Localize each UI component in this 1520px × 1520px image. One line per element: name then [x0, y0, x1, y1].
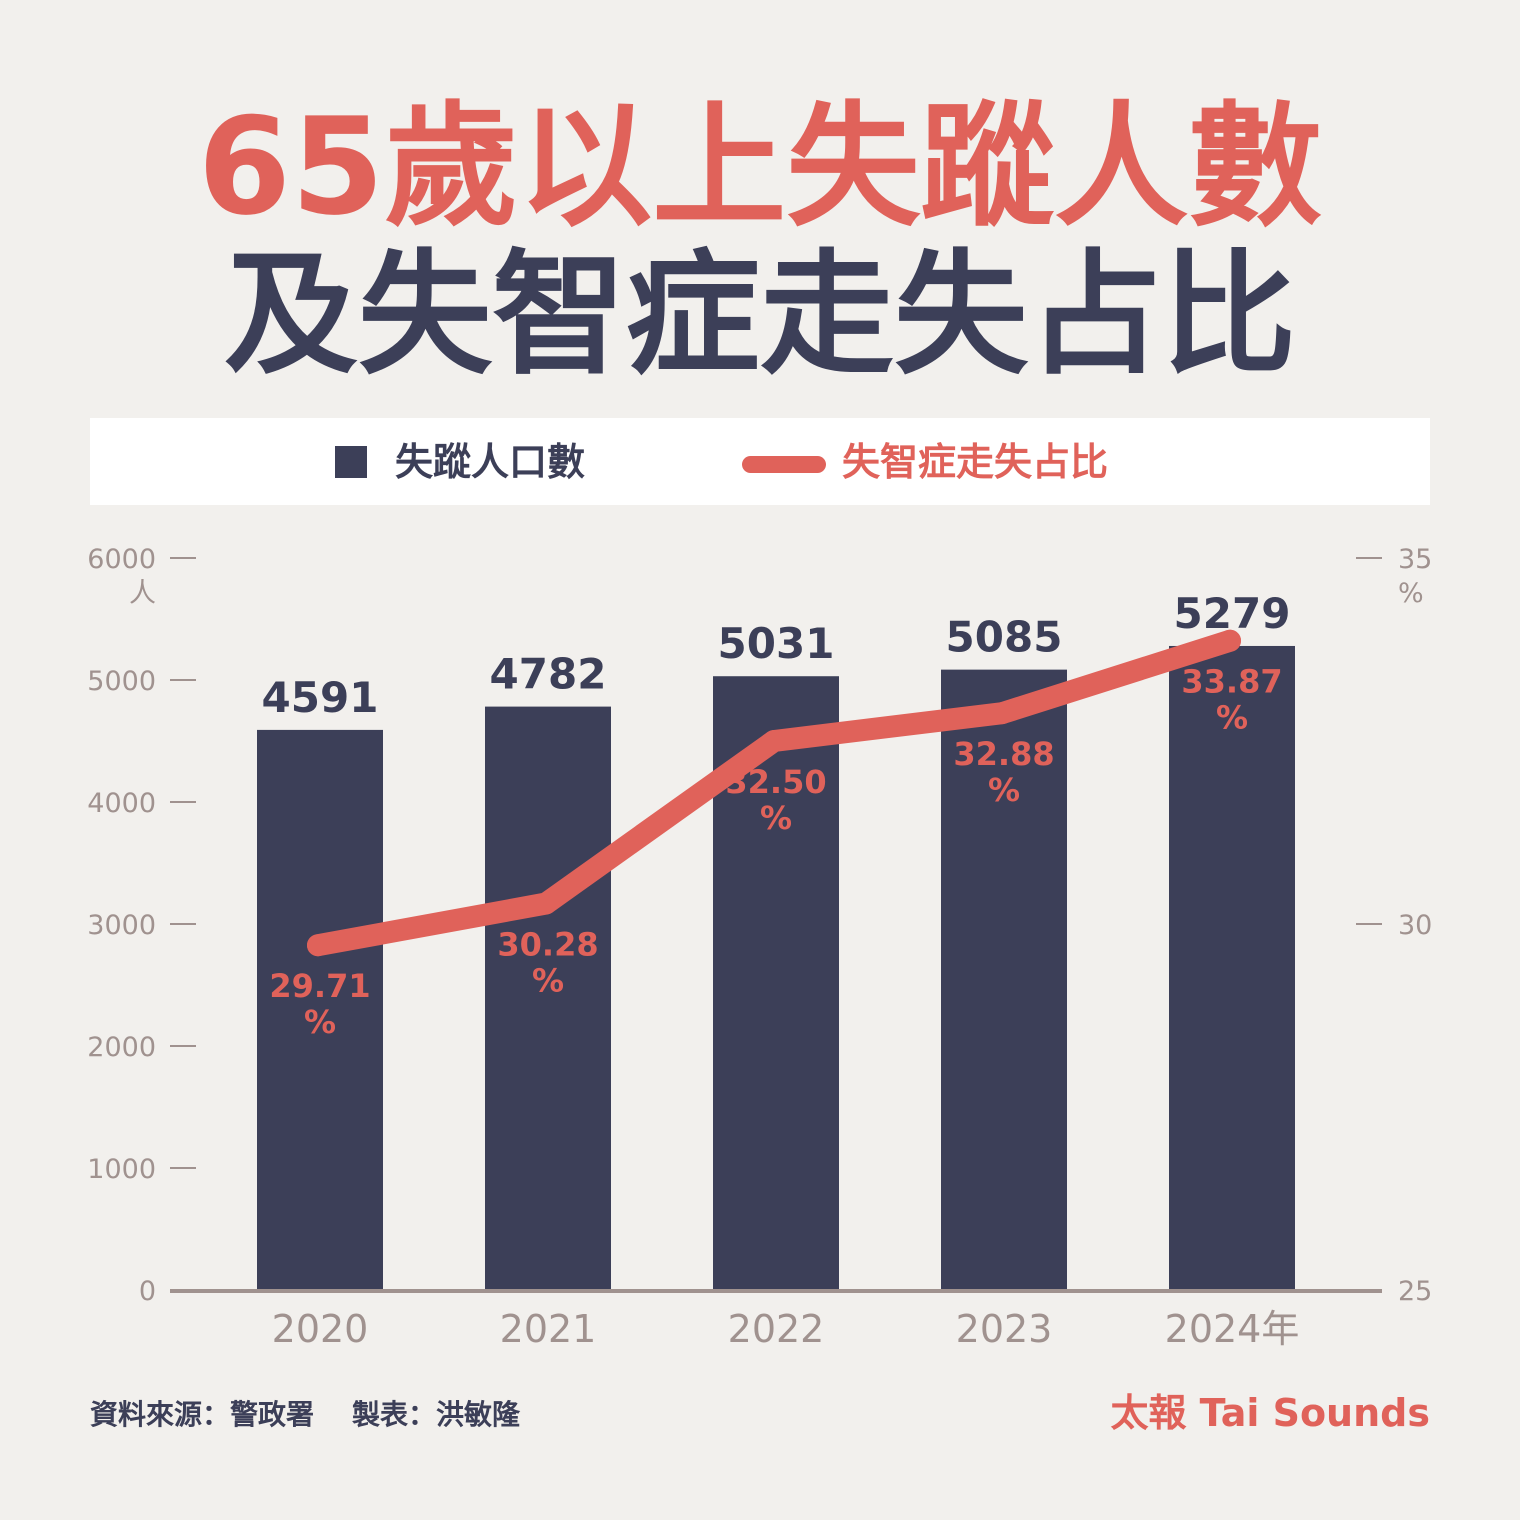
left-axis-unit: 人 — [129, 578, 156, 609]
right-axis-tick-label: 25 — [1398, 1276, 1432, 1307]
source-note: 資料來源：警政署 製表：洪敏隆 — [90, 1393, 520, 1437]
bar-value-label: 5279 — [1174, 589, 1291, 638]
line-point — [535, 892, 557, 915]
source-label: 資料來源：警政署 — [90, 1398, 315, 1431]
line-value-unit: % — [988, 771, 1020, 809]
left-axis-tick-label: 3000 — [87, 910, 156, 941]
line-value-label: 32.50 — [725, 763, 826, 801]
bar-value-label: 5031 — [718, 619, 835, 668]
x-axis-tick-label: 2022 — [728, 1307, 825, 1351]
legend-bar-label: 失蹤人口數 — [395, 440, 586, 484]
bar — [1169, 645, 1295, 1290]
left-axis-tick-label: 4000 — [87, 788, 156, 819]
left-axis-tick-label: 6000 — [87, 544, 156, 575]
bar — [257, 729, 383, 1290]
legend: 失蹤人口數 失智症走失占比 — [90, 418, 1430, 505]
line-value-unit: % — [1216, 699, 1248, 737]
right-axis-tick-label: 30 — [1398, 910, 1432, 941]
chart-title-line1: 65歲以上失蹤人數 — [197, 89, 1323, 245]
line-point — [991, 702, 1013, 725]
x-axis-tick-label: 2021 — [500, 1307, 597, 1351]
legend-line-label: 失智症走失占比 — [842, 440, 1109, 484]
bar-value-label: 4591 — [262, 673, 379, 722]
line-value-unit: % — [532, 962, 564, 1000]
line-value-label: 32.88 — [953, 735, 1054, 773]
x-axis-tick-label: 2024年 — [1165, 1307, 1300, 1351]
bar — [485, 706, 611, 1290]
left-axis-tick-label: 5000 — [87, 666, 156, 697]
line-value-label: 29.71 — [269, 967, 370, 1005]
left-axis-tick-label: 1000 — [87, 1154, 156, 1185]
brand-logo-text: 太報 Tai Sounds — [1110, 1391, 1430, 1435]
line-value-label: 33.87 — [1181, 663, 1282, 701]
bar — [941, 669, 1067, 1290]
bar-value-label: 5085 — [946, 613, 1063, 662]
chart-title-line2: 及失智症走失占比 — [223, 237, 1296, 393]
line-point — [1219, 629, 1241, 652]
left-axis-tick-label: 0 — [139, 1276, 156, 1307]
x-axis-tick-label: 2020 — [272, 1307, 369, 1351]
legend-line-swatch — [742, 456, 826, 473]
line-value-unit: % — [304, 1003, 336, 1041]
author-label: 製表：洪敏隆 — [352, 1398, 521, 1431]
legend-bar-swatch — [335, 446, 367, 478]
line-point — [763, 730, 785, 752]
left-axis-tick-label: 2000 — [87, 1032, 156, 1063]
right-axis-unit: % — [1398, 578, 1424, 609]
line-value-unit: % — [760, 799, 792, 837]
line-point — [307, 934, 329, 957]
right-axis-tick-label: 35 — [1398, 544, 1432, 575]
x-axis-tick-label: 2023 — [956, 1307, 1053, 1351]
line-value-label: 30.28 — [497, 926, 598, 964]
bar-value-label: 4782 — [490, 650, 607, 699]
